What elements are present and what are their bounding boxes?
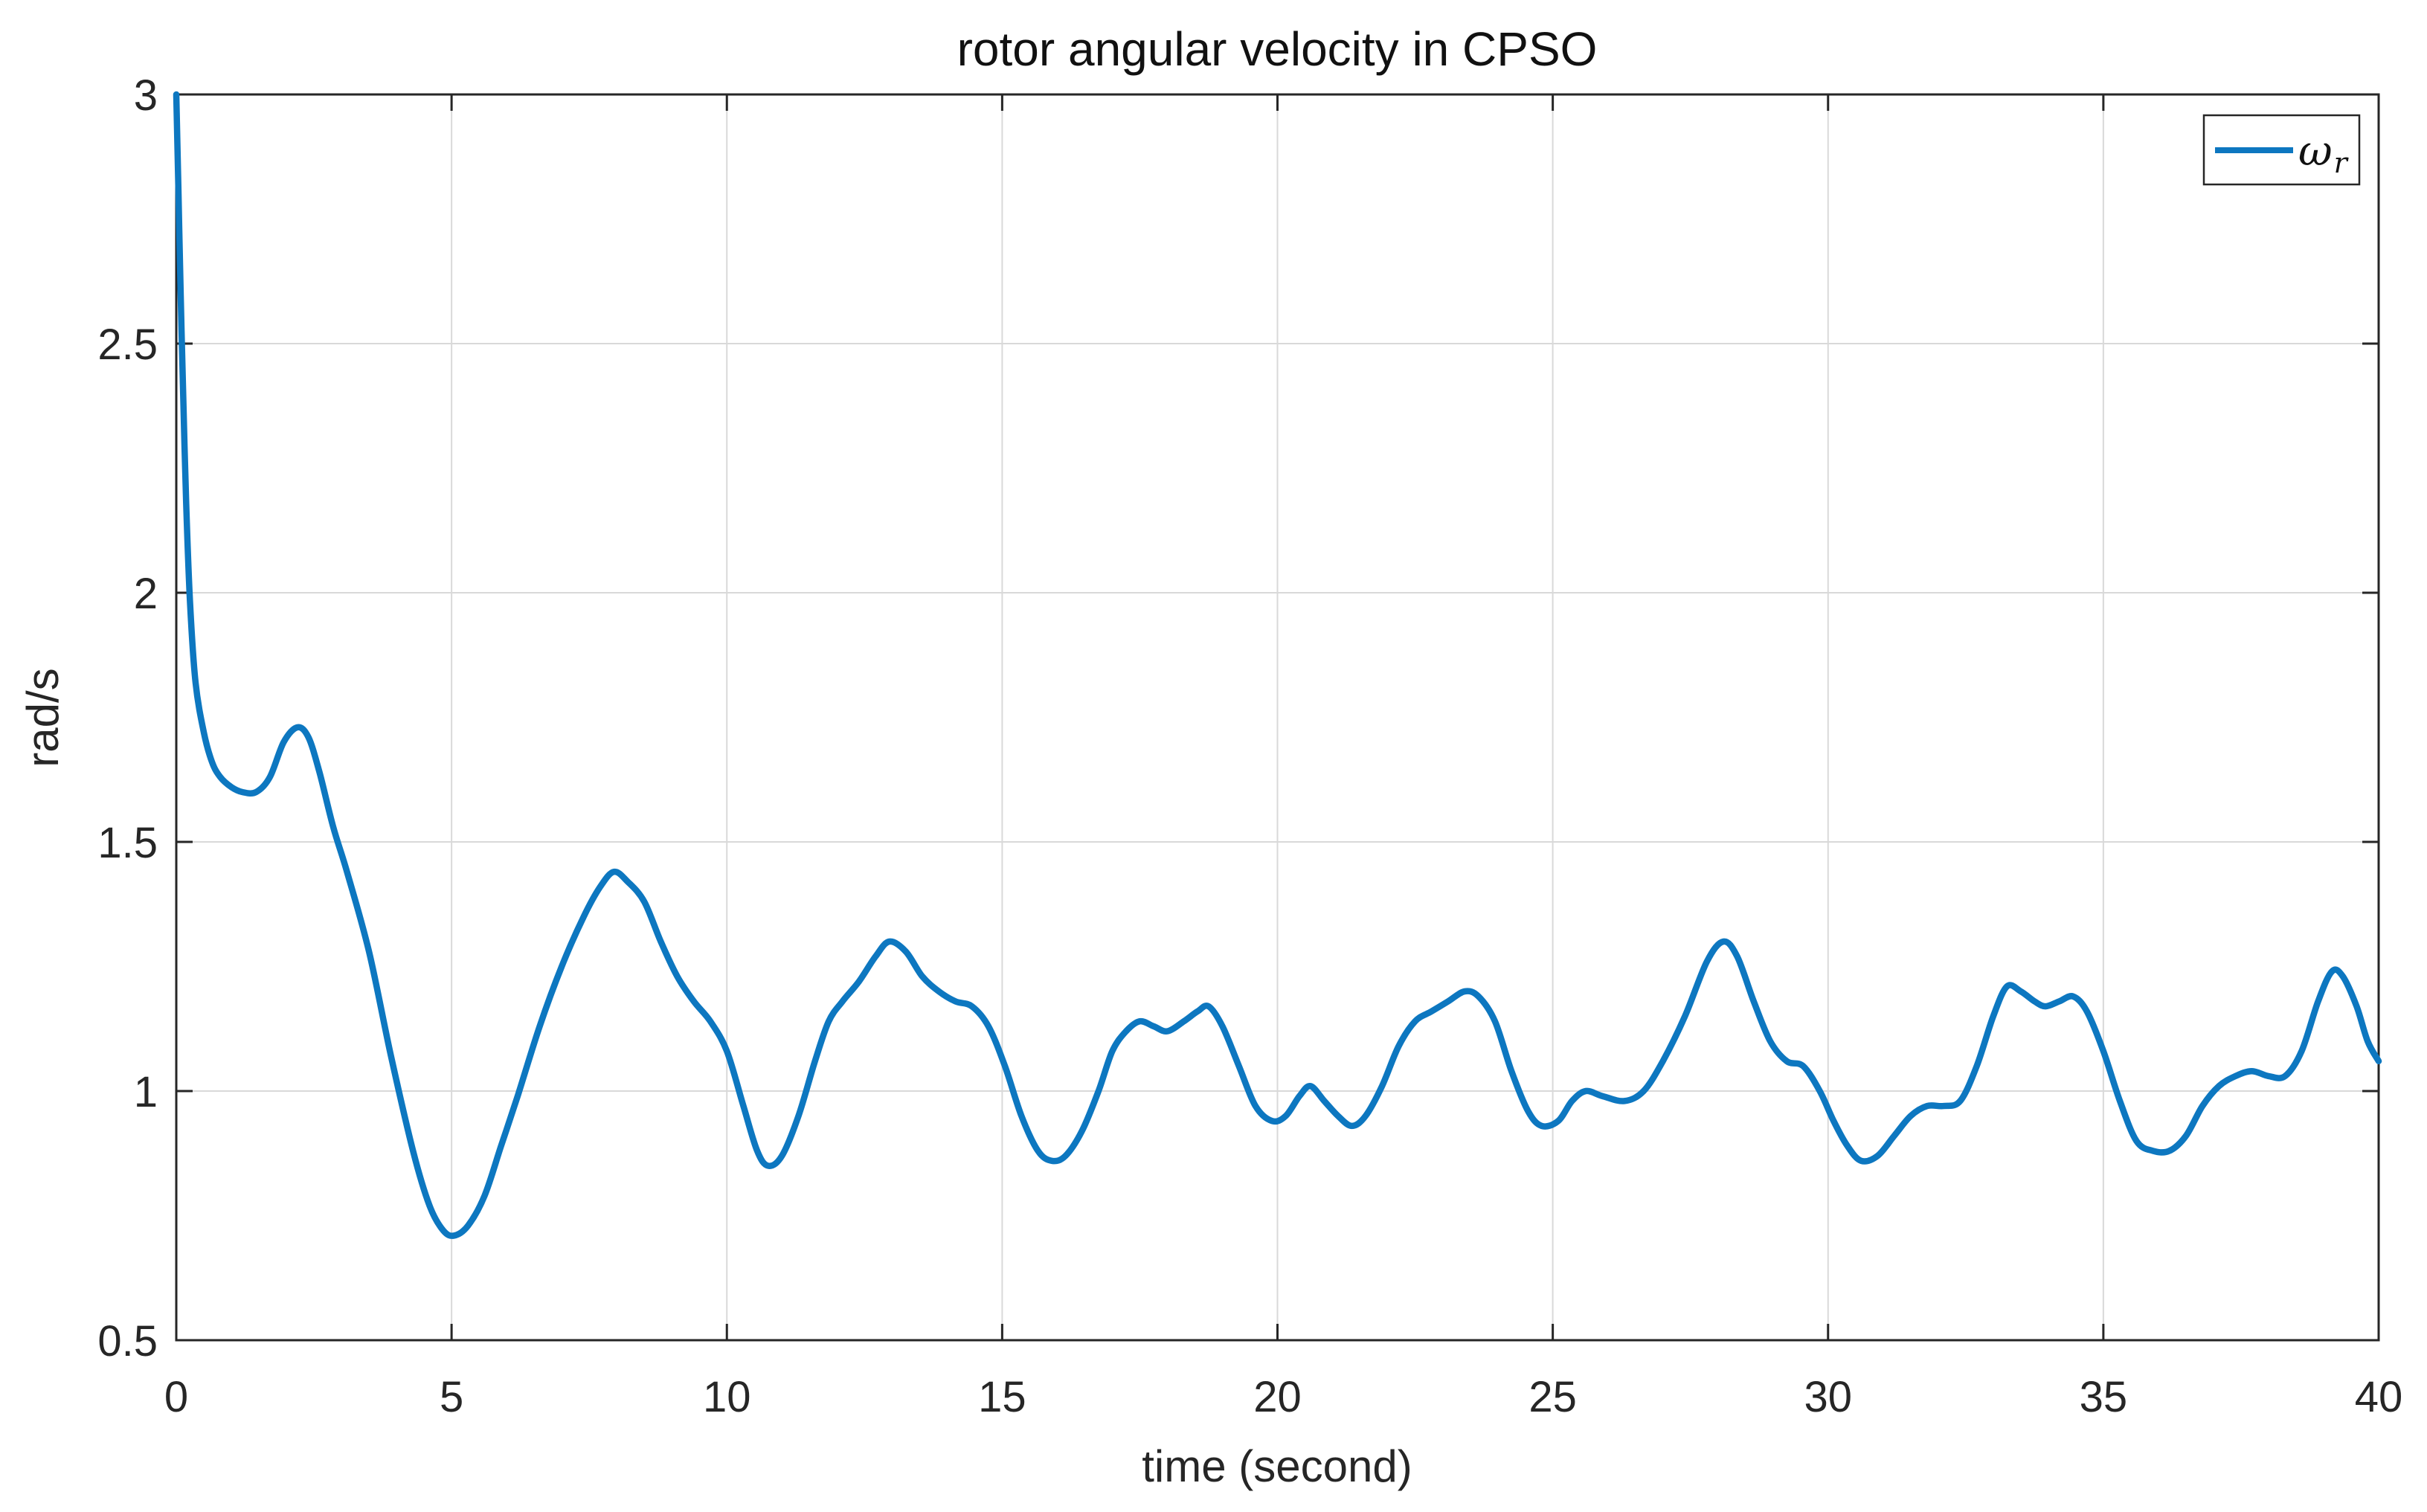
legend-label: ωr xyxy=(2298,127,2350,179)
y-tick-label: 2.5 xyxy=(97,321,158,369)
y-tick-label: 0.5 xyxy=(97,1317,158,1365)
y-tick-label: 1 xyxy=(134,1068,158,1116)
x-tick-label: 25 xyxy=(1528,1373,1577,1421)
x-tick-label: 40 xyxy=(2355,1373,2403,1421)
gridlines xyxy=(176,94,2379,1340)
y-tick-label: 2 xyxy=(134,570,158,618)
chart-title: rotor angular velocity in CPSO xyxy=(957,22,1598,76)
legend: ωr xyxy=(2202,114,2361,186)
series-omega-r-line xyxy=(173,91,2382,1239)
x-tick-labels: 0 5 10 15 20 25 30 35 40 xyxy=(164,1373,2402,1421)
x-tick-label: 30 xyxy=(1804,1373,1852,1421)
x-tick-label: 15 xyxy=(978,1373,1026,1421)
legend-label-subscript: r xyxy=(2334,147,2350,179)
y-axis-label: rad/s xyxy=(18,668,68,767)
x-tick-label: 5 xyxy=(440,1373,463,1421)
x-tick-label: 20 xyxy=(1253,1373,1302,1421)
legend-label-omega: ω xyxy=(2298,127,2333,176)
x-tick-label: 10 xyxy=(703,1373,751,1421)
x-axis-label: time (second) xyxy=(1142,1441,1412,1491)
y-tick-label: 3 xyxy=(134,71,158,120)
x-tick-label: 0 xyxy=(164,1373,188,1421)
x-tick-label: 35 xyxy=(2080,1373,2128,1421)
y-tick-labels: 0.5 1 1.5 2 2.5 3 xyxy=(97,71,158,1365)
y-tick-label: 1.5 xyxy=(97,819,158,867)
